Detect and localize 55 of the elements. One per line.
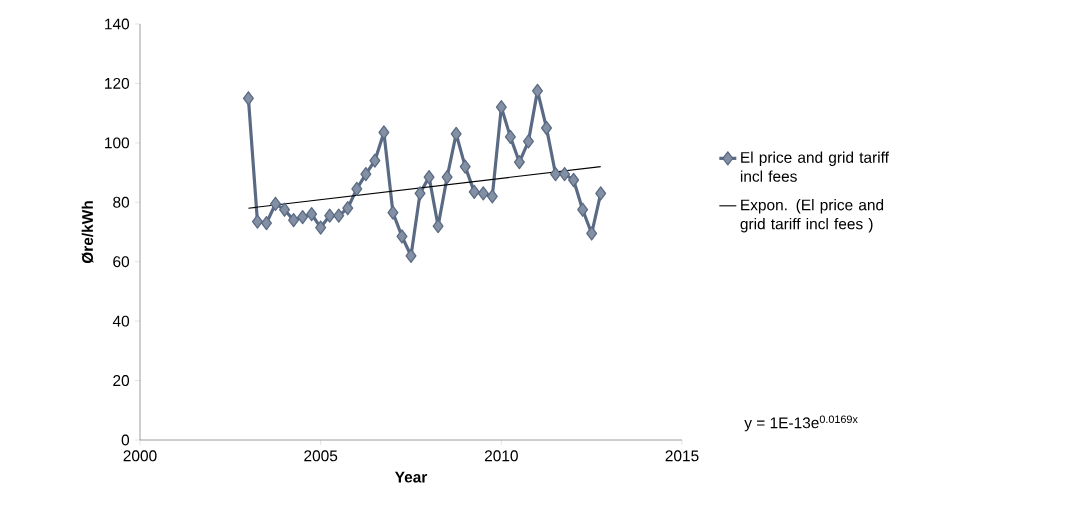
point <box>550 166 562 182</box>
y-tick-label: 80 <box>113 196 130 208</box>
point <box>242 91 254 106</box>
point <box>486 189 498 204</box>
point <box>522 134 534 149</box>
point <box>351 181 363 197</box>
y-tick-label: 140 <box>105 18 130 30</box>
x-axis-title: Year <box>394 471 428 483</box>
point <box>387 205 399 220</box>
point <box>568 172 580 188</box>
point <box>423 169 435 185</box>
y-tick-label: 20 <box>113 375 130 387</box>
point <box>297 209 309 225</box>
point <box>260 215 272 231</box>
point <box>495 100 507 115</box>
point <box>414 186 426 201</box>
y-tick-label: 100 <box>105 137 130 149</box>
point <box>378 125 390 140</box>
point <box>504 129 516 145</box>
point <box>369 153 381 168</box>
y-axis-title: Øre/kWh <box>81 201 94 264</box>
legend-label: Expon. (El price and grid tariff incl fees ) <box>740 199 884 233</box>
point <box>360 166 372 182</box>
point <box>306 207 318 222</box>
point <box>333 208 345 223</box>
x-tick-label: 2005 <box>304 450 338 462</box>
point <box>540 120 553 136</box>
x-tick-label: 2015 <box>665 450 699 462</box>
point <box>468 184 480 200</box>
point <box>531 83 543 98</box>
point <box>513 155 525 170</box>
point <box>595 186 607 201</box>
x-tick-label: 2000 <box>123 450 157 462</box>
point <box>441 169 453 185</box>
point <box>477 186 489 201</box>
point <box>324 208 336 223</box>
point <box>315 220 327 235</box>
y-tick-label: 60 <box>113 256 130 268</box>
point <box>251 214 263 229</box>
point <box>405 248 417 263</box>
point <box>586 226 598 241</box>
point <box>396 229 408 244</box>
point <box>288 212 300 228</box>
text: y = 1E-13e$^{0.0169x}$ <box>744 415 858 432</box>
point <box>459 159 471 174</box>
y-tick-label: 0 <box>121 434 130 446</box>
point <box>269 196 282 211</box>
point <box>342 201 354 216</box>
y-tick-label: 40 <box>112 315 130 327</box>
legend-label: El price and grid tariff incl fees <box>740 151 889 182</box>
y-tick-label: 120 <box>105 77 130 89</box>
point <box>279 202 291 217</box>
x-tick-label: 2010 <box>484 450 518 462</box>
point <box>559 166 571 182</box>
point <box>577 202 589 217</box>
